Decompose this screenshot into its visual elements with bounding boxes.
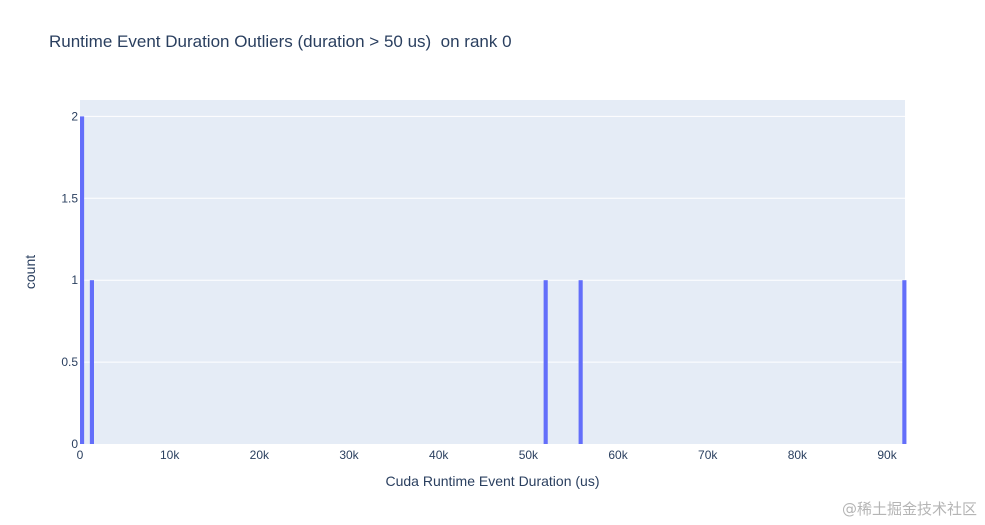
y-tick-label: 0 [71, 437, 78, 451]
x-tick-label: 10k [160, 448, 180, 462]
x-axis-ticks: 0 10k 20k 30k 40k 50k 60k 70k 80k 90k [77, 448, 898, 462]
watermark: @稀土掘金技术社区 [841, 500, 977, 518]
y-axis-title: count [22, 255, 38, 289]
histogram-bar [89, 280, 94, 444]
x-tick-label: 30k [339, 448, 359, 462]
histogram-bar [80, 116, 85, 444]
y-tick-label: 1 [71, 273, 78, 287]
gridlines [80, 115, 905, 363]
x-tick-label: 60k [608, 448, 628, 462]
x-tick-label: 80k [788, 448, 808, 462]
y-tick-label: 1.5 [61, 191, 78, 205]
y-axis-ticks: 0 0.5 1 1.5 2 [61, 109, 78, 451]
x-tick-label: 90k [877, 448, 897, 462]
y-tick-label: 0.5 [61, 355, 78, 369]
x-tick-label: 0 [77, 448, 84, 462]
histogram-bar [543, 280, 548, 444]
chart-title: Runtime Event Duration Outliers (duratio… [49, 32, 512, 51]
x-tick-label: 70k [698, 448, 718, 462]
histogram-bar [902, 280, 907, 444]
y-tick-label: 2 [71, 109, 78, 123]
x-tick-label: 50k [519, 448, 539, 462]
plot-area [80, 100, 905, 444]
x-tick-label: 20k [250, 448, 270, 462]
histogram-bar [578, 280, 583, 444]
x-axis-title: Cuda Runtime Event Duration (us) [386, 473, 600, 489]
bars [80, 116, 907, 444]
x-tick-label: 40k [429, 448, 449, 462]
